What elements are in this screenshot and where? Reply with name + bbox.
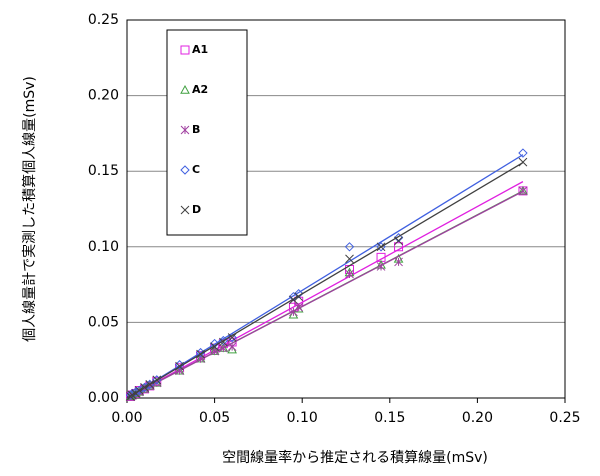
data-point	[210, 346, 219, 356]
data-point	[289, 307, 298, 317]
data-point	[518, 148, 528, 158]
data-point	[345, 254, 354, 264]
data-point	[518, 157, 528, 167]
data-point	[393, 233, 404, 243]
data-point	[227, 342, 237, 351]
y-tick-label: 0.10	[88, 239, 119, 255]
data-point	[196, 349, 205, 359]
trend-line	[126, 162, 524, 399]
data-point	[376, 262, 386, 271]
data-point	[518, 186, 528, 196]
data-point	[219, 343, 228, 353]
legend-label: B	[192, 123, 200, 136]
legend-label: D	[192, 203, 201, 216]
y-tick-label: 0.20	[88, 88, 119, 104]
data-point	[145, 380, 155, 389]
trend-line	[126, 190, 524, 399]
legend-label: A2	[192, 83, 208, 96]
y-tick-label: 0.25	[88, 12, 119, 28]
data-point	[294, 302, 304, 312]
legend-marker	[180, 84, 190, 94]
data-point	[210, 342, 219, 351]
data-point	[394, 236, 403, 246]
y-tick-label: 0.15	[88, 163, 119, 179]
plot-frame	[126, 19, 566, 399]
y-tick-label: 0.00	[88, 390, 119, 406]
data-point	[294, 296, 304, 306]
data-point	[140, 383, 149, 392]
x-tick-label: 0.25	[549, 410, 580, 426]
x-axis-label: 空間線量率から推定される積算線量(mSv)	[222, 449, 488, 466]
data-point	[209, 338, 220, 349]
y-tick-label: 0.05	[88, 314, 119, 330]
legend-marker	[180, 125, 190, 135]
data-point	[376, 252, 386, 262]
legend-box	[166, 29, 248, 236]
data-point	[345, 269, 354, 279]
data-point	[227, 333, 237, 342]
data-point	[376, 242, 386, 252]
legend-marker	[180, 45, 190, 55]
legend-label: C	[192, 163, 200, 176]
data-point	[227, 337, 237, 347]
trend-line	[126, 154, 524, 399]
data-point	[394, 242, 404, 252]
data-point	[152, 375, 162, 385]
data-point	[293, 288, 304, 299]
x-tick-label: 0.20	[462, 410, 493, 426]
data-point	[219, 337, 228, 347]
data-point	[294, 292, 304, 302]
legend-label: A1	[192, 43, 208, 56]
data-point	[227, 332, 237, 343]
data-point	[394, 257, 403, 267]
legend-marker	[180, 165, 190, 175]
data-point	[134, 386, 144, 395]
trend-line	[126, 181, 524, 399]
data-point	[175, 361, 184, 371]
x-tick-label: 0.05	[199, 410, 230, 426]
data-point	[344, 242, 355, 252]
legend-marker	[180, 205, 190, 215]
x-tick-label: 0.00	[111, 410, 142, 426]
data-point	[289, 295, 298, 305]
x-tick-label: 0.10	[287, 410, 318, 426]
x-tick-label: 0.15	[374, 410, 405, 426]
y-axis-label: 個人線量計で実測した積算個人線量(mSv)	[22, 76, 38, 342]
